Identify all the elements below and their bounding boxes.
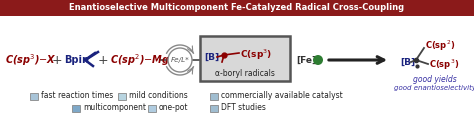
Text: Fe/L*: Fe/L* xyxy=(171,57,190,63)
Text: commercially available catalyst: commercially available catalyst xyxy=(221,91,343,100)
Bar xyxy=(0,0,474,16)
Text: mild conditions: mild conditions xyxy=(129,91,188,100)
Text: α-boryl radicals: α-boryl radicals xyxy=(215,68,275,78)
FancyBboxPatch shape xyxy=(210,92,218,99)
Text: fast reaction times: fast reaction times xyxy=(41,91,113,100)
FancyBboxPatch shape xyxy=(148,104,156,112)
Text: C(sp$^3$): C(sp$^3$) xyxy=(429,58,459,72)
Text: C(sp$^2$)$-$MgX: C(sp$^2$)$-$MgX xyxy=(110,52,178,68)
FancyBboxPatch shape xyxy=(30,92,38,99)
Text: Bpin: Bpin xyxy=(64,55,89,65)
Text: one-pot: one-pot xyxy=(159,104,189,112)
Text: +: + xyxy=(52,54,62,67)
Circle shape xyxy=(168,48,192,72)
Text: [B]: [B] xyxy=(400,58,415,67)
FancyBboxPatch shape xyxy=(118,92,126,99)
Text: good enantioselectivity: good enantioselectivity xyxy=(394,85,474,91)
FancyBboxPatch shape xyxy=(72,104,80,112)
FancyBboxPatch shape xyxy=(200,36,290,81)
Text: [B]: [B] xyxy=(204,52,219,62)
Text: C(sp$^3$)$-$X: C(sp$^3$)$-$X xyxy=(5,52,57,68)
Text: multicomponent: multicomponent xyxy=(83,104,146,112)
Text: [Fe]: [Fe] xyxy=(296,55,316,64)
Text: +: + xyxy=(98,54,109,67)
Text: Enantioselective Multicomponent Fe-Catalyzed Radical Cross-Coupling: Enantioselective Multicomponent Fe-Catal… xyxy=(69,3,405,13)
Text: C(sp$^3$): C(sp$^3$) xyxy=(240,48,272,62)
Text: good yields: good yields xyxy=(413,75,457,84)
FancyBboxPatch shape xyxy=(210,104,218,112)
Circle shape xyxy=(313,55,323,65)
Text: DFT studies: DFT studies xyxy=(221,104,266,112)
Text: C(sp$^2$): C(sp$^2$) xyxy=(425,39,455,53)
